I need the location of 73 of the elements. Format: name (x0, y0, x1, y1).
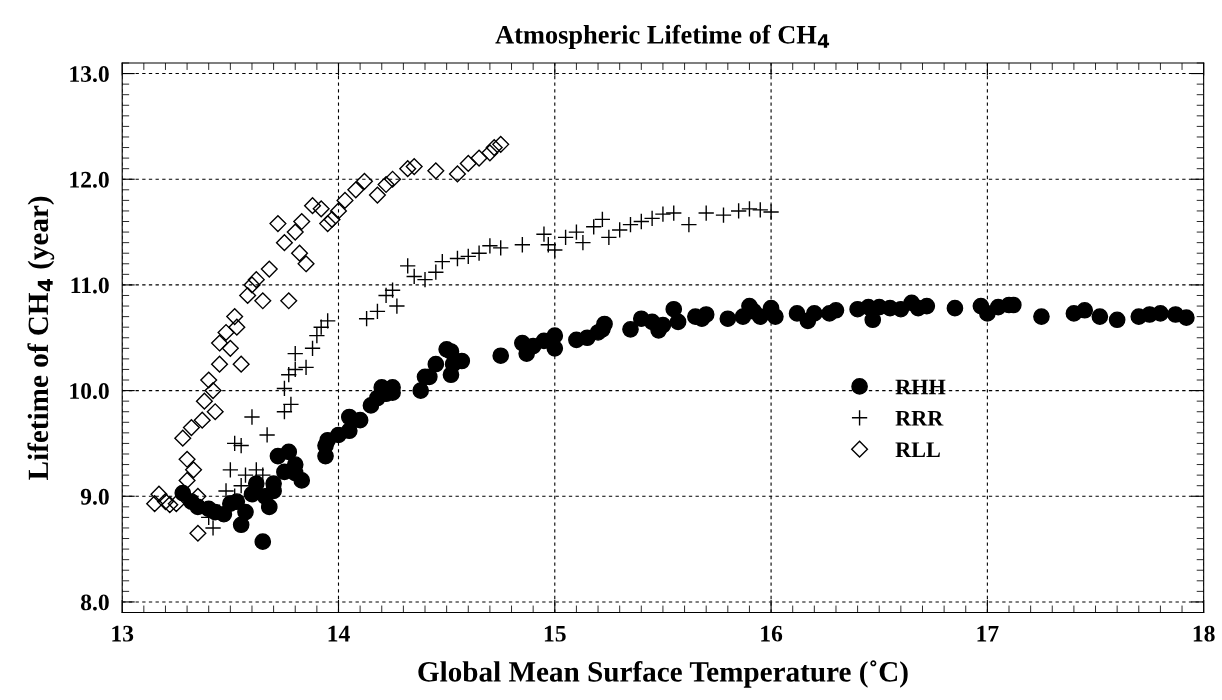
y-tick-label: 9.0 (80, 488, 109, 505)
point (243, 276, 261, 294)
legend-label: RRR (895, 411, 944, 426)
point (470, 149, 488, 167)
point (146, 495, 164, 513)
point (368, 186, 386, 204)
point (239, 286, 257, 305)
point (329, 202, 348, 220)
point (178, 471, 196, 489)
x-tick-label: 16 (761, 625, 783, 642)
point (399, 160, 417, 178)
point (319, 215, 337, 233)
point (448, 165, 467, 183)
point (178, 450, 196, 468)
point (303, 197, 322, 215)
legend-label: RLL (895, 442, 940, 457)
point (297, 255, 315, 273)
point (347, 181, 365, 199)
point (206, 403, 224, 421)
point (485, 138, 503, 157)
point (182, 419, 200, 437)
point (291, 244, 309, 262)
point (195, 392, 213, 410)
point (254, 292, 272, 310)
point (384, 170, 402, 188)
point (185, 461, 203, 479)
point (336, 191, 354, 209)
point (150, 485, 168, 503)
point (312, 200, 330, 218)
x-tick-label: 18 (1193, 625, 1215, 642)
point (156, 492, 175, 511)
legend-label: RHH (895, 379, 946, 395)
y-tick-label: 13.0 (70, 66, 109, 83)
point (174, 429, 192, 447)
point (226, 308, 244, 326)
point (189, 524, 207, 542)
point (355, 172, 374, 190)
point (260, 260, 278, 278)
point (221, 339, 239, 357)
y-axis-title: Lifetime of CH$_{4}$ (year) (27, 196, 55, 480)
point (405, 158, 423, 176)
point (217, 323, 235, 342)
point (247, 271, 265, 289)
y-tick-label: 10.0 (70, 383, 109, 400)
point (210, 334, 229, 352)
x-tick-label: 15 (544, 625, 566, 642)
point (167, 495, 185, 513)
x-axis-title: Global Mean Surface Temperature (˚C) (418, 660, 908, 688)
point (200, 371, 218, 389)
point (193, 411, 211, 429)
y-tick-label: 11.0 (71, 277, 109, 294)
x-tick-label: 13 (112, 625, 134, 642)
chart-title: Atmospheric Lifetime of CH$_{4}$ (495, 24, 830, 50)
point (269, 215, 287, 233)
point (228, 318, 246, 336)
y-tick-label: 8.0 (80, 594, 109, 611)
point (280, 292, 298, 310)
point (161, 496, 179, 514)
x-tick-label: 17 (977, 625, 999, 642)
x-tick-label: 14 (328, 625, 350, 642)
point (427, 162, 445, 180)
point (232, 355, 250, 373)
point (286, 223, 304, 241)
point (210, 355, 229, 373)
point (323, 210, 341, 228)
point (459, 154, 477, 172)
point (275, 234, 293, 252)
point (293, 212, 311, 231)
y-tick-label: 12.0 (70, 171, 109, 188)
point (377, 175, 395, 194)
point (492, 135, 510, 153)
point (204, 382, 222, 400)
point (481, 144, 499, 162)
